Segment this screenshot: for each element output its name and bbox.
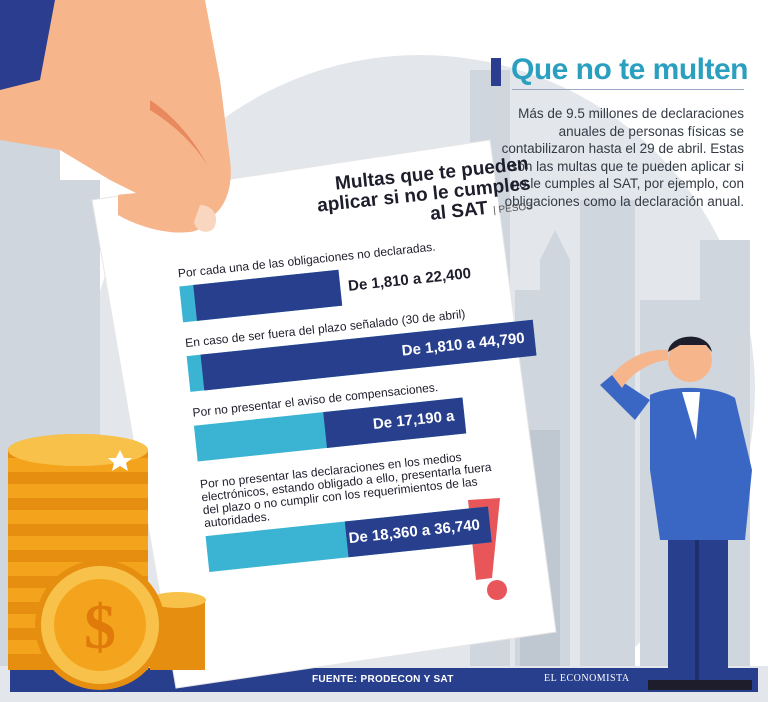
svg-text:$: $ — [84, 591, 116, 662]
intro-text: Más de 9.5 millones de declaraciones anu… — [501, 106, 744, 209]
headline: Que no te multen — [491, 50, 749, 90]
sheet-unit: | PESOS — [492, 201, 534, 217]
fine-item-4: Por no presentar las declaraciones en lo… — [199, 447, 507, 572]
headline-title: Que no te multen — [511, 53, 749, 86]
dollar-coin-icon: $ — [35, 560, 165, 690]
fine-bar-navy: De 18,360 a 36,740 — [344, 506, 492, 558]
headline-divider — [512, 89, 744, 90]
fine-item-range: De 1,810 a 22,400 — [347, 264, 472, 295]
fines-sheet: Multas que te pueden aplicar si no le cu… — [170, 153, 592, 656]
brand-logo: EL ECONOMISTA — [544, 673, 630, 684]
sheet-title-line-3-text: al SAT — [429, 197, 489, 225]
fine-bar-navy: De 17,190 a 34,350 — [323, 397, 467, 465]
man-icon — [600, 336, 752, 690]
source-note: FUENTE: PRODECON Y SAT — [312, 674, 454, 685]
headline-accent-bar — [491, 58, 501, 86]
fine-bar-navy — [193, 269, 343, 321]
hand-icon — [0, 0, 231, 233]
